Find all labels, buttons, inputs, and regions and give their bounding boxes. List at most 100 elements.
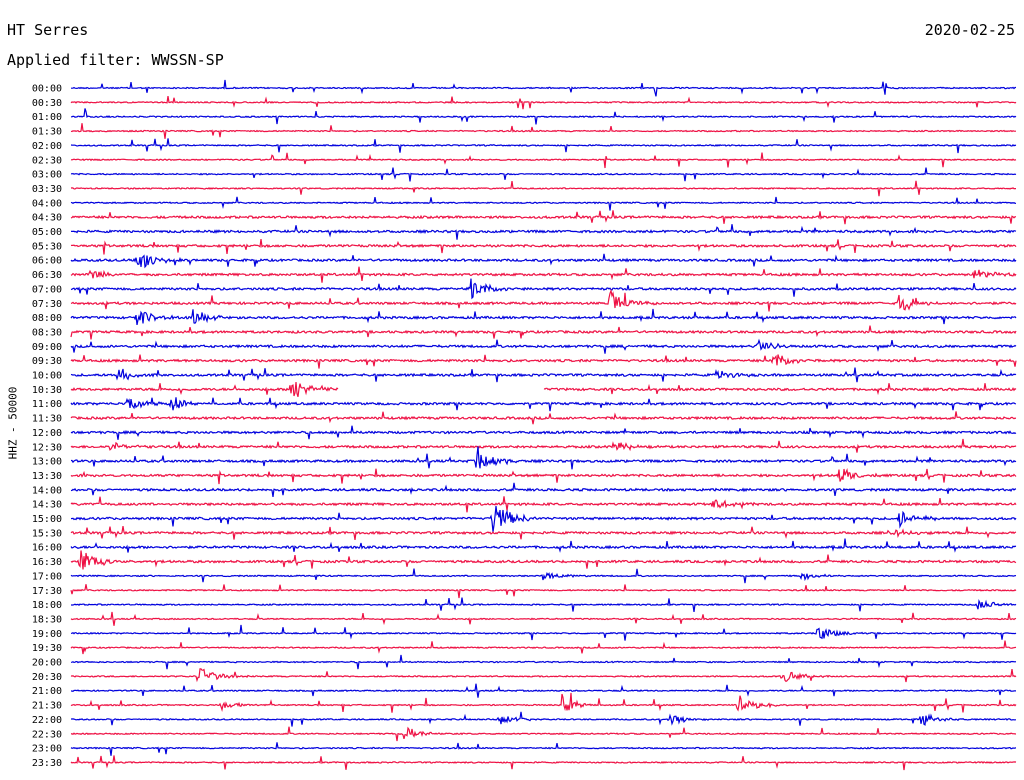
trace-row <box>71 79 1016 97</box>
trace-row <box>70 123 1016 139</box>
row-time-label: 21:30 <box>32 701 62 712</box>
row-time-label: 18:00 <box>32 600 62 611</box>
row-time-label: 07:00 <box>32 284 62 295</box>
row-time-label: 02:00 <box>32 141 62 152</box>
trace-row <box>70 288 1017 312</box>
row-time-label: 15:00 <box>32 514 62 525</box>
trace-row <box>70 196 1017 211</box>
row-time-label: 20:00 <box>32 658 62 669</box>
row-time-label: 03:00 <box>32 170 62 181</box>
row-time-label: 09:30 <box>32 356 62 367</box>
row-time-label: 06:00 <box>32 256 62 267</box>
trace-row <box>70 692 1017 713</box>
trace-row <box>71 624 1017 641</box>
row-time-label: 11:00 <box>32 399 62 410</box>
trace-row <box>70 640 1017 655</box>
row-time-label: 04:30 <box>32 213 62 224</box>
row-time-label: 23:30 <box>32 758 62 769</box>
trace-row <box>70 96 1017 110</box>
trace-row <box>70 239 1017 255</box>
row-time-label: 10:00 <box>32 371 62 382</box>
trace-row <box>70 425 1017 440</box>
filter-value: WWSSN-SP <box>151 51 224 69</box>
trace-row <box>70 266 1017 283</box>
trace-row <box>70 278 1017 300</box>
trace-row <box>70 210 1017 225</box>
row-time-label: 19:30 <box>32 643 62 654</box>
trace-row <box>70 584 1017 599</box>
row-time-label: 09:00 <box>32 342 62 353</box>
trace-row <box>70 224 1017 240</box>
trace-row <box>70 611 1017 626</box>
trace-row <box>70 726 1017 742</box>
trace-row <box>70 253 1017 269</box>
row-time-label: 14:30 <box>32 500 62 511</box>
trace-row <box>70 526 1017 540</box>
trace-row <box>71 711 1016 727</box>
row-time-label: 07:30 <box>32 299 62 310</box>
trace-row <box>70 354 1017 369</box>
trace-row <box>70 506 1017 532</box>
row-time-label: 05:30 <box>32 241 62 252</box>
trace-row <box>70 367 1017 383</box>
row-time-label: 14:00 <box>32 485 62 496</box>
row-time-label: 21:00 <box>32 686 62 697</box>
trace-row <box>71 683 1016 698</box>
trace-row <box>70 338 1017 354</box>
station-title: HT Serres <box>7 21 89 39</box>
row-time-label: 13:30 <box>32 471 62 482</box>
row-time-label: 12:30 <box>32 442 62 453</box>
trace-row <box>71 108 1017 125</box>
row-time-label: 01:30 <box>32 127 62 138</box>
row-time-label: 00:00 <box>32 84 62 95</box>
trace-row <box>70 496 1017 513</box>
trace-row <box>70 755 1017 771</box>
row-time-label: 20:30 <box>32 672 62 683</box>
trace-row <box>70 325 1017 340</box>
row-time-label: 08:00 <box>32 313 62 324</box>
row-time-label: 11:30 <box>32 414 62 425</box>
row-time-label: 15:30 <box>32 528 62 539</box>
trace-row <box>70 411 1017 425</box>
trace-row <box>70 668 1017 683</box>
trace-row <box>70 381 1017 397</box>
trace-row <box>70 568 1017 584</box>
row-time-label: 01:00 <box>32 112 62 123</box>
row-time-label: 17:00 <box>32 571 62 582</box>
trace-row <box>70 152 1017 169</box>
trace-row <box>70 167 1017 182</box>
row-time-label: 05:00 <box>32 227 62 238</box>
trace-row <box>70 538 1017 553</box>
row-time-label: 06:30 <box>32 270 62 281</box>
row-time-label: 16:30 <box>32 557 62 568</box>
row-time-label: 16:00 <box>32 543 62 554</box>
trace-row <box>70 397 1017 412</box>
row-time-label: 17:30 <box>32 586 62 597</box>
trace-row <box>71 446 1017 470</box>
row-time-label: 22:00 <box>32 715 62 726</box>
row-time-label: 12:00 <box>32 428 62 439</box>
trace-row <box>70 468 1017 485</box>
trace-row <box>70 138 1017 154</box>
row-time-label: 22:30 <box>32 729 62 740</box>
row-time-label: 04:00 <box>32 198 62 209</box>
row-time-label: 02:30 <box>32 155 62 166</box>
row-time-label: 23:00 <box>32 744 62 755</box>
filter-row: Applied filter: WWSSN-SP <box>7 51 224 69</box>
trace-row <box>70 482 1017 497</box>
trace-row <box>70 654 1017 670</box>
row-time-label: 13:00 <box>32 457 62 468</box>
row-time-label: 08:30 <box>32 327 62 338</box>
row-time-label: 03:30 <box>32 184 62 195</box>
trace-row <box>70 180 1016 197</box>
trace-row <box>70 742 1017 756</box>
row-time-label: 00:30 <box>32 98 62 109</box>
trace-row <box>70 438 1017 453</box>
trace-row <box>70 308 1017 326</box>
trace-row <box>70 550 1017 570</box>
row-time-label: 18:30 <box>32 614 62 625</box>
row-time-label: 19:00 <box>32 629 62 640</box>
row-time-label: 10:30 <box>32 385 62 396</box>
date-label: 2020-02-25 <box>924 21 1015 39</box>
